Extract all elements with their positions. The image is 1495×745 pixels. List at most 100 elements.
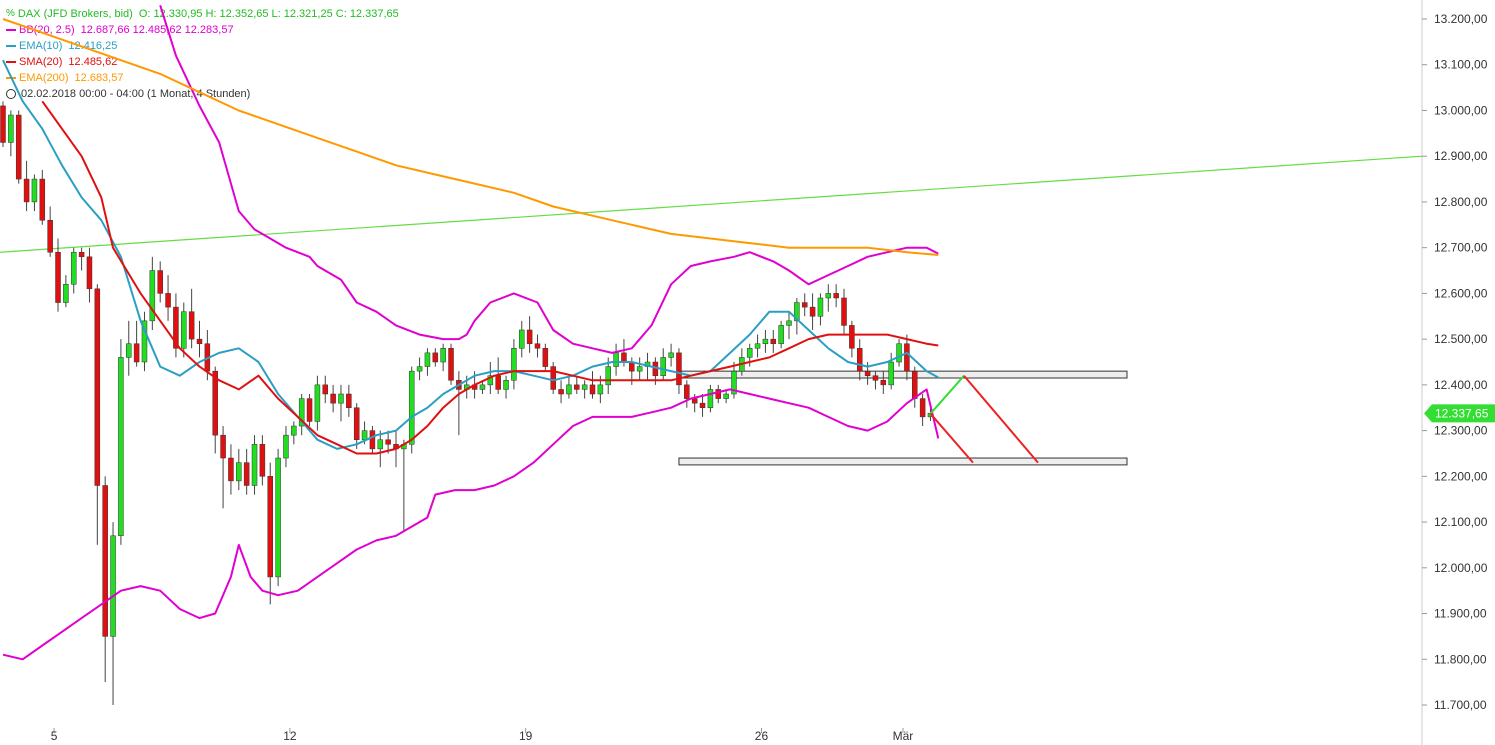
candle-up: [479, 384, 486, 390]
candle-down: [102, 485, 108, 637]
price-tag-background: [1424, 404, 1495, 423]
candle-up: [605, 366, 611, 386]
sma20-swatch: [6, 61, 16, 63]
y-tick-label: 11.700,00: [1434, 698, 1487, 712]
candle-down: [212, 370, 218, 436]
candle-up: [440, 348, 446, 363]
y-tick-label: 13.000,00: [1434, 103, 1488, 117]
candle-down: [919, 398, 926, 418]
candle-down: [699, 402, 706, 408]
candle-down: [0, 105, 6, 143]
legend-bb-name: BB(20, 2.5): [19, 24, 75, 36]
clock-icon: [6, 89, 16, 99]
candle-down: [880, 380, 887, 386]
candle-up: [314, 384, 321, 422]
candle-down: [243, 462, 250, 486]
candle-up: [511, 348, 517, 381]
candle-down: [574, 384, 580, 390]
candle-up: [126, 343, 132, 358]
candle-down: [330, 393, 336, 404]
candle-down: [15, 114, 22, 180]
candle-down: [676, 352, 682, 386]
candle-up: [275, 457, 281, 578]
candle-down: [196, 338, 203, 344]
y-tick-label: 11.900,00: [1434, 607, 1487, 621]
y-tick-label: 12.700,00: [1434, 241, 1488, 255]
candle-down: [165, 293, 171, 308]
legend-ema200-values: 12.683,57: [74, 72, 124, 84]
legend-sma20-values: 12.485,62: [68, 56, 118, 68]
candle-up: [519, 329, 525, 349]
candle-down: [856, 348, 863, 372]
ema10-swatch: [6, 45, 16, 47]
candle-up: [817, 297, 824, 317]
candle-up: [888, 361, 894, 386]
bollinger-band-line: [159, 5, 939, 354]
candle-up: [408, 370, 415, 445]
candle-up: [707, 389, 714, 408]
candle-up: [896, 343, 902, 363]
candle-up: [251, 444, 258, 486]
y-tick-label: 12.400,00: [1434, 378, 1488, 392]
candle-down: [55, 251, 61, 303]
y-tick-label: 12.100,00: [1434, 515, 1488, 529]
candle-down: [78, 251, 85, 258]
candle-up: [63, 284, 69, 303]
candle-down: [801, 302, 808, 308]
support-zone: [678, 457, 1128, 466]
legend-sma20-name: SMA(20): [19, 56, 63, 68]
legend-row-ema200: EMA(200) 12.683,57: [6, 70, 399, 86]
price-tag-layer: 12.337,65: [1424, 404, 1495, 423]
legend-bb-values: 12.687,66 12.485,62 12.283,57: [80, 24, 234, 36]
legend-ema10-name: EMA(10): [19, 40, 63, 52]
candle-down: [872, 375, 879, 381]
candle-down: [432, 352, 439, 363]
y-tick-label: 13.200,00: [1434, 12, 1488, 26]
candle-up: [236, 462, 242, 482]
y-tick-label: 12.600,00: [1434, 286, 1488, 300]
candle-down: [259, 444, 266, 477]
y-tick-label: 12.300,00: [1434, 424, 1488, 438]
candle-down: [558, 389, 564, 395]
projection-up-line: [929, 375, 965, 415]
x-tick-label: 26: [755, 729, 769, 743]
candle-down: [864, 370, 871, 376]
candle-down: [684, 384, 690, 399]
candle-up: [149, 270, 156, 322]
x-tick-label: 19: [519, 729, 533, 743]
trend-line: [0, 155, 1423, 253]
bollinger-band-line: [2, 388, 940, 661]
candle-down: [306, 398, 313, 422]
candle-up: [181, 311, 187, 349]
x-tick-label: 5: [51, 729, 58, 743]
candle-down: [534, 343, 541, 349]
candle-up: [762, 338, 769, 344]
projection-down-line: [963, 375, 1039, 464]
y-tick-label: 12.800,00: [1434, 195, 1488, 209]
candle-up: [668, 352, 674, 358]
candle-down: [346, 393, 352, 408]
candle-down: [621, 352, 627, 363]
candle-down: [809, 306, 816, 317]
ema10-line: [2, 59, 939, 450]
legend-instrument-values: O: 12.330,95 H: 12.352,65 L: 12.321,25 C…: [138, 8, 399, 20]
candle-down: [849, 325, 855, 349]
candle-down: [385, 439, 391, 445]
candle-down: [912, 370, 918, 399]
candle-up: [291, 425, 297, 436]
candle-up: [754, 343, 761, 349]
candle-down: [188, 311, 195, 340]
candle-down: [47, 219, 53, 253]
candle-up: [581, 384, 588, 390]
candle-down: [267, 476, 273, 578]
candle-down: [157, 270, 163, 294]
candle-down: [94, 288, 101, 486]
x-tick-label: Mär: [893, 729, 914, 743]
series-layer: [2, 5, 940, 661]
candle-up: [424, 352, 431, 367]
candle-down: [715, 389, 722, 399]
projection-alt-down-line: [929, 413, 974, 464]
candle-up: [613, 352, 619, 367]
candle-up: [597, 384, 604, 395]
